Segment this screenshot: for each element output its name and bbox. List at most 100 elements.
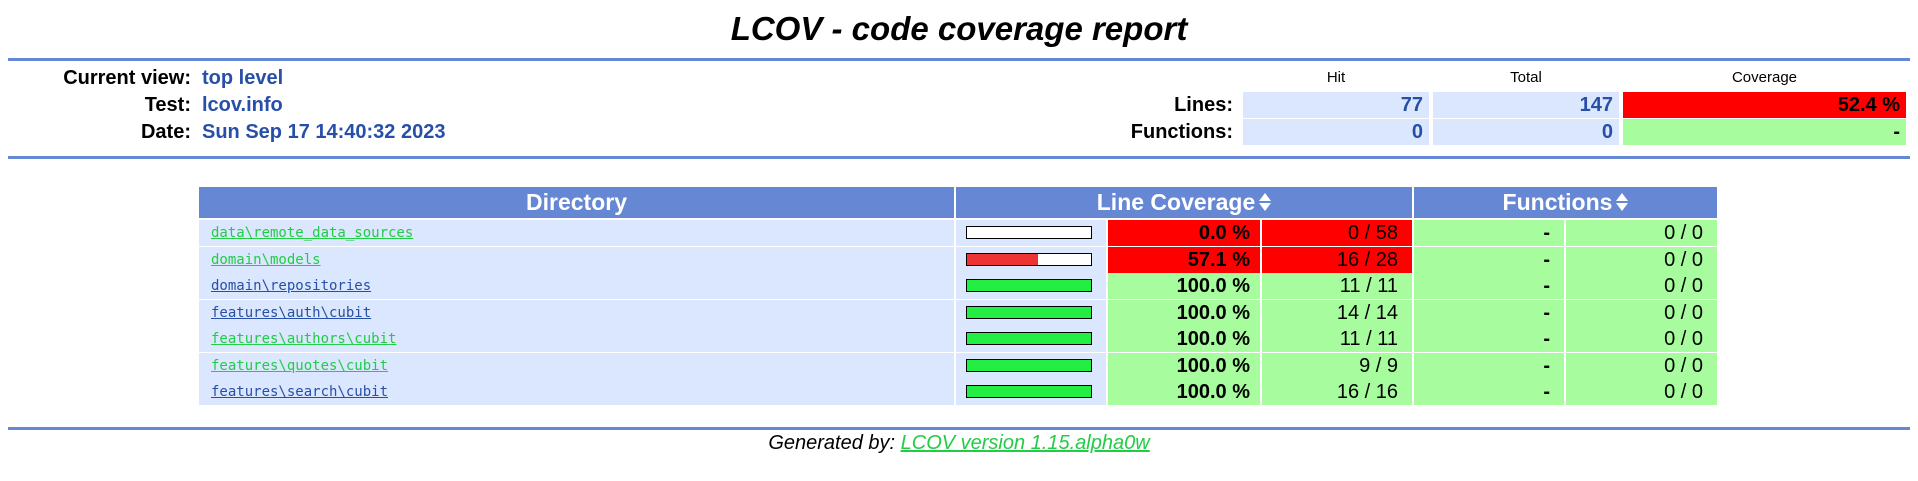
functions-label: Functions: <box>1130 121 1233 143</box>
line-coverage-ratio: 11 / 11 <box>1262 326 1412 352</box>
coverage-bar-fill <box>967 333 1091 344</box>
sort-icon[interactable] <box>1259 192 1272 212</box>
directory-cell: features\authors\cubit <box>199 326 954 352</box>
line-coverage-column-label: Line Coverage <box>1096 189 1256 215</box>
table-row: features\quotes\cubit 100.0 % 9 / 9-0 / 0 <box>199 352 1717 380</box>
line-coverage-percent: 100.0 % <box>1108 326 1260 352</box>
col-coverage-header: Coverage <box>1731 69 1798 86</box>
functions-ratio: 0 / 0 <box>1566 273 1717 299</box>
line-coverage-percent: 100.0 % <box>1108 352 1260 379</box>
line-coverage-ratio: 9 / 9 <box>1262 352 1412 379</box>
functions-ratio: 0 / 0 <box>1566 326 1717 352</box>
functions-percent: - <box>1414 299 1564 326</box>
coverage-bar-cell <box>956 299 1106 326</box>
functions-percent: - <box>1414 220 1564 246</box>
coverage-bar <box>966 305 1092 319</box>
date-value: Sun Sep 17 14:40:32 2023 <box>202 121 446 143</box>
line-coverage-column-header[interactable]: Line Coverage <box>956 187 1412 218</box>
line-coverage-ratio: 14 / 14 <box>1262 299 1412 326</box>
directory-table: Directory Line Coverage Functions data\r… <box>199 187 1717 406</box>
footer: Generated by: LCOV version 1.15.alpha0w <box>0 432 1918 455</box>
functions-percent: - <box>1414 326 1564 352</box>
directory-cell: features\quotes\cubit <box>199 352 954 379</box>
table-row: domain\repositories 100.0 % 11 / 11-0 / 0 <box>199 273 1717 300</box>
lines-coverage: 52.4 % <box>1623 92 1906 118</box>
coverage-bar-fill <box>967 386 1091 397</box>
coverage-bar-cell <box>956 273 1106 299</box>
functions-ratio: 0 / 0 <box>1566 379 1717 405</box>
current-view-label: Current view: <box>63 67 191 89</box>
coverage-bar-cell <box>956 379 1106 405</box>
line-coverage-ratio: 0 / 58 <box>1262 220 1412 246</box>
line-coverage-ratio: 16 / 16 <box>1262 379 1412 405</box>
directory-link[interactable]: domain\models <box>211 251 321 268</box>
line-coverage-percent: 100.0 % <box>1108 273 1260 299</box>
coverage-bar-fill <box>967 253 1038 265</box>
table-row: features\search\cubit 100.0 % 16 / 16-0 / … <box>199 379 1717 406</box>
directory-column-header: Directory <box>199 187 954 218</box>
lines-hit: 77 <box>1243 92 1429 118</box>
table-row: data\remote_data_sources 0.0 % 0 / 58-0 / … <box>199 220 1717 247</box>
functions-percent: - <box>1414 379 1564 405</box>
directory-column-label: Directory <box>526 189 627 215</box>
functions-hit: 0 <box>1243 119 1429 145</box>
coverage-bar <box>966 226 1092 239</box>
directory-link[interactable]: features\quotes\cubit <box>211 357 389 374</box>
line-coverage-percent: 100.0 % <box>1108 299 1260 326</box>
directory-cell: domain\repositories <box>199 273 954 299</box>
functions-percent: - <box>1414 246 1564 273</box>
functions-coverage: - <box>1623 119 1906 145</box>
functions-ratio: 0 / 0 <box>1566 352 1717 379</box>
functions-ratio: 0 / 0 <box>1566 220 1717 246</box>
line-coverage-ratio: 11 / 11 <box>1262 273 1412 299</box>
functions-total: 0 <box>1433 119 1619 145</box>
coverage-bar <box>966 385 1092 398</box>
coverage-bar <box>966 252 1092 266</box>
table-body: data\remote_data_sources 0.0 % 0 / 58-0 / … <box>199 220 1717 406</box>
directory-cell: features\search\cubit <box>199 379 954 405</box>
coverage-bar-cell <box>956 220 1106 246</box>
page-title: LCOV - code coverage report <box>730 10 1188 47</box>
footer-ruler <box>8 427 1910 430</box>
report-header: Current view: top level Test: lcov.info … <box>0 61 1918 156</box>
functions-column-header[interactable]: Functions <box>1414 187 1717 218</box>
line-coverage-percent: 57.1 % <box>1108 246 1260 273</box>
line-coverage-percent: 100.0 % <box>1108 379 1260 405</box>
col-hit-header: Hit <box>1326 69 1346 86</box>
functions-ratio: 0 / 0 <box>1566 246 1717 273</box>
coverage-bar <box>966 279 1092 292</box>
directory-cell: features\auth\cubit <box>199 299 954 326</box>
coverage-bar-cell <box>956 246 1106 273</box>
coverage-bar-fill <box>967 306 1091 318</box>
header-ruler <box>8 156 1910 159</box>
directory-link[interactable]: features\search\cubit <box>211 384 389 400</box>
coverage-bar-fill <box>967 359 1091 371</box>
directory-link[interactable]: domain\repositories <box>211 278 372 294</box>
table-row: domain\models 57.1 % 16 / 28-0 / 0 <box>199 246 1717 274</box>
test-value: lcov.info <box>202 94 283 116</box>
directory-link[interactable]: features\auth\cubit <box>211 304 372 321</box>
functions-percent: - <box>1414 273 1564 299</box>
coverage-bar <box>966 358 1092 372</box>
current-view-value: top level <box>202 67 284 89</box>
coverage-bar-fill <box>967 280 1091 291</box>
coverage-bar-cell <box>956 352 1106 379</box>
directory-link[interactable]: data\remote_data_sources <box>211 225 414 241</box>
sort-icon[interactable] <box>1616 192 1629 212</box>
table-row: features\authors\cubit 100.0 % 11 / 11-0 /… <box>199 326 1717 353</box>
coverage-bar-cell <box>956 326 1106 352</box>
directory-cell: data\remote_data_sources <box>199 220 954 246</box>
directory-link[interactable]: features\authors\cubit <box>211 331 397 347</box>
test-label: Test: <box>144 94 191 116</box>
table-row: features\auth\cubit 100.0 % 14 / 14-0 / 0 <box>199 299 1717 327</box>
functions-ratio: 0 / 0 <box>1566 299 1717 326</box>
lines-label: Lines: <box>1174 94 1233 116</box>
table-header-row: Directory Line Coverage Functions <box>199 187 1717 220</box>
coverage-bar <box>966 332 1092 345</box>
lcov-version-link[interactable]: LCOV version 1.15.alpha0w <box>900 432 1150 454</box>
line-coverage-percent: 0.0 % <box>1108 220 1260 246</box>
date-label: Date: <box>140 121 191 143</box>
functions-percent: - <box>1414 352 1564 379</box>
lines-total: 147 <box>1433 92 1619 118</box>
top-ruler <box>8 58 1910 61</box>
